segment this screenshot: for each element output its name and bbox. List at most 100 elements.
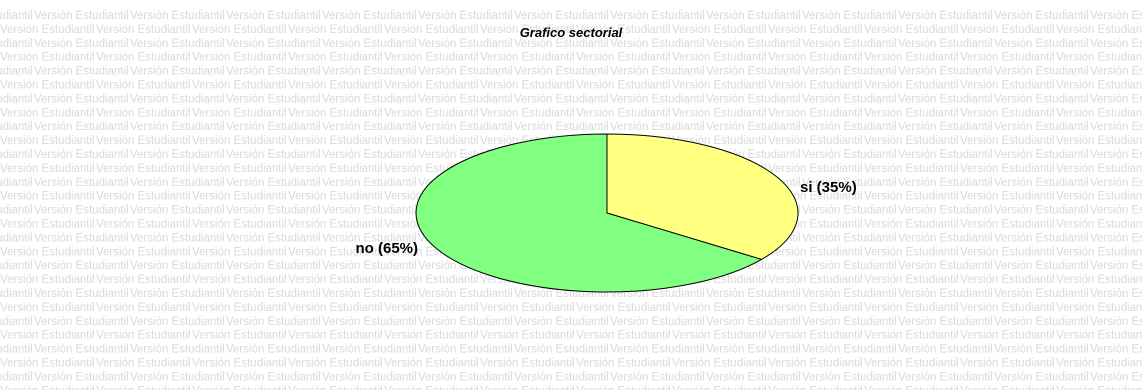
watermark-text: Versión Estudiantil [418, 288, 513, 300]
watermark-text: Versión Estudiantil [898, 344, 993, 356]
watermark-text: Versión Estudiantil [994, 10, 1089, 22]
watermark-text: Versión Estudiantil [288, 358, 383, 370]
watermark-text: Versión Estudiantil [576, 80, 671, 92]
watermark-text: Versión Estudiantil [898, 205, 993, 217]
watermark-text: Versión Estudiantil [480, 52, 575, 64]
watermark-text: Versión Estudiantil [802, 232, 897, 244]
watermark-text: Versión Estudiantil [322, 38, 417, 50]
watermark-text: Versión Estudiantil [130, 10, 225, 22]
watermark-text: Versión Estudiantil [1056, 246, 1142, 258]
watermark-text: Versión Estudiantil [802, 260, 897, 272]
watermark-text: Versión Estudiantil [130, 177, 225, 189]
watermark-text: Versión Estudiantil [960, 302, 1055, 314]
watermark-text: Versión Estudiantil [34, 371, 129, 383]
watermark-text: Versión Estudiantil [960, 330, 1055, 342]
watermark-text: Versión Estudiantil [994, 344, 1089, 356]
watermark-text: Versión Estudiantil [226, 288, 321, 300]
watermark-text: Versión Estudiantil [0, 288, 33, 300]
watermark-text: Versión Estudiantil [34, 232, 129, 244]
watermark-text: Versión Estudiantil [226, 232, 321, 244]
watermark-text: Versión Estudiantil [322, 288, 417, 300]
watermark-text: Versión Estudiantil [576, 385, 671, 390]
watermark-text: Versión Estudiantil [768, 302, 863, 314]
watermark-text: Versión Estudiantil [864, 24, 959, 36]
watermark-text: Versión Estudiantil [864, 219, 959, 231]
watermark-text: Versión Estudiantil [130, 93, 225, 105]
watermark-text: Versión Estudiantil [288, 80, 383, 92]
watermark-text: Versión Estudiantil [322, 205, 417, 217]
watermark-text: Versión Estudiantil [768, 163, 863, 175]
watermark-text: Versión Estudiantil [0, 316, 33, 328]
watermark-text: Versión Estudiantil [0, 163, 95, 175]
watermark-text: Versión Estudiantil [1056, 274, 1142, 286]
watermark-text: Versión Estudiantil [418, 316, 513, 328]
watermark-text: Versión Estudiantil [322, 121, 417, 133]
watermark-text: Versión Estudiantil [706, 10, 801, 22]
watermark-text: Versión Estudiantil [1090, 205, 1142, 217]
watermark-text: Versión Estudiantil [706, 316, 801, 328]
watermark-text: Versión Estudiantil [34, 177, 129, 189]
watermark-text: Versión Estudiantil [672, 302, 767, 314]
watermark-text: Versión Estudiantil [672, 24, 767, 36]
watermark-text: Versión Estudiantil [994, 38, 1089, 50]
watermark-text: Versión Estudiantil [288, 135, 383, 147]
watermark-text: Versión Estudiantil [706, 288, 801, 300]
watermark-text: Versión Estudiantil [226, 344, 321, 356]
watermark-text: Versión Estudiantil [802, 93, 897, 105]
watermark-text: Versión Estudiantil [322, 344, 417, 356]
watermark-text: Versión Estudiantil [34, 260, 129, 272]
watermark-text: Versión Estudiantil [1056, 163, 1142, 175]
watermark-text: Versión Estudiantil [672, 385, 767, 390]
watermark-text: Versión Estudiantil [322, 316, 417, 328]
watermark-text: Versión Estudiantil [130, 260, 225, 272]
watermark-text: Versión Estudiantil [1090, 66, 1142, 78]
watermark-text: Versión Estudiantil [418, 38, 513, 50]
watermark-text: Versión Estudiantil [576, 330, 671, 342]
watermark-text: Versión Estudiantil [0, 80, 95, 92]
watermark-text: Versión Estudiantil [0, 232, 33, 244]
watermark-text: Versión Estudiantil [898, 371, 993, 383]
watermark-text: Versión Estudiantil [480, 358, 575, 370]
watermark-text: Versión Estudiantil [514, 38, 609, 50]
watermark-text: Versión Estudiantil [994, 177, 1089, 189]
watermark-text: Versión Estudiantil [1090, 260, 1142, 272]
watermark-text: Versión Estudiantil [1056, 80, 1142, 92]
watermark-text: Versión Estudiantil [1090, 288, 1142, 300]
watermark-text: Versión Estudiantil [480, 330, 575, 342]
watermark-text: Versión Estudiantil [34, 121, 129, 133]
pie-slice-no [415, 133, 763, 293]
watermark-text: Versión Estudiantil [34, 344, 129, 356]
watermark-text: Versión Estudiantil [192, 135, 287, 147]
watermark-text: Versión Estudiantil [514, 344, 609, 356]
slice-label-si: si (35%) [800, 179, 857, 196]
watermark-text: Versión Estudiantil [0, 371, 33, 383]
watermark-text: Versión Estudiantil [0, 246, 95, 258]
watermark-text: Versión Estudiantil [288, 52, 383, 64]
watermark-text: Versión Estudiantil [192, 358, 287, 370]
watermark-text: Versión Estudiantil [864, 107, 959, 119]
watermark-text: Versión Estudiantil [96, 246, 191, 258]
watermark-text: Versión Estudiantil [34, 288, 129, 300]
watermark-text: Versión Estudiantil [418, 10, 513, 22]
watermark-text: Versión Estudiantil [34, 205, 129, 217]
watermark-text: Versión Estudiantil [192, 385, 287, 390]
watermark-text: Versión Estudiantil [768, 330, 863, 342]
watermark-text: Versión Estudiantil [802, 205, 897, 217]
watermark-text: Versión Estudiantil [994, 232, 1089, 244]
watermark-text: Versión Estudiantil [514, 121, 609, 133]
watermark-text: Versión Estudiantil [768, 107, 863, 119]
watermark-text: Versión Estudiantil [322, 371, 417, 383]
watermark-text: Versión Estudiantil [514, 371, 609, 383]
watermark-text: Versión Estudiantil [384, 385, 479, 390]
watermark-text: Versión Estudiantil [898, 38, 993, 50]
watermark-text: Versión Estudiantil [0, 344, 33, 356]
watermark-text: Versión Estudiantil [672, 330, 767, 342]
watermark-text: Versión Estudiantil [1090, 316, 1142, 328]
watermark-text: Versión Estudiantil [864, 135, 959, 147]
watermark-text: Versión Estudiantil [610, 121, 705, 133]
watermark-text: Versión Estudiantil [864, 274, 959, 286]
watermark-text: Versión Estudiantil [226, 316, 321, 328]
watermark-text: Versión Estudiantil [898, 177, 993, 189]
watermark-text: Versión Estudiantil [898, 288, 993, 300]
watermark-text: Versión Estudiantil [1056, 107, 1142, 119]
